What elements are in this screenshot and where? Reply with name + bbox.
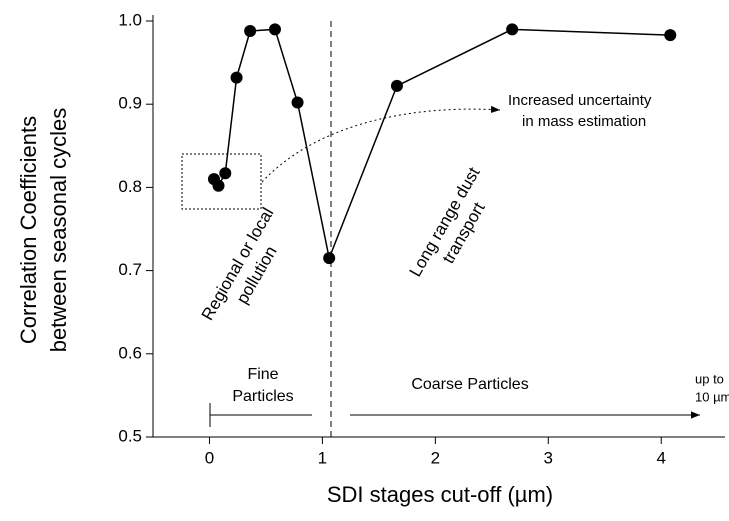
data-point: [219, 167, 232, 180]
y-axis-title-line: Correlation Coefficients: [16, 116, 41, 344]
annotation: up to: [695, 371, 724, 386]
annotation: Fine: [247, 366, 278, 383]
annotation: Long range dust transport: [406, 164, 489, 280]
y-tick-label: 0.5: [118, 426, 142, 445]
x-tick-label: 1: [318, 448, 327, 467]
annotation: Particles: [232, 388, 293, 405]
annotation: Increased uncertainty: [508, 92, 652, 109]
x-axis-title: SDI stages cut-off (µm): [327, 482, 553, 507]
y-axis-title: Correlation Coefficients between seasona…: [16, 108, 71, 353]
data-point: [390, 79, 403, 92]
data-point: [323, 252, 336, 265]
annotation: 10 µm: [695, 389, 729, 404]
x-tick-label: 4: [657, 448, 666, 467]
y-axis-title-line: between seasonal cycles: [46, 108, 71, 353]
x-tick-label: 3: [544, 448, 553, 467]
data-point: [664, 29, 677, 42]
data-point: [230, 71, 243, 84]
annotation: Regional or local pollution: [198, 204, 281, 323]
data-point: [268, 23, 281, 36]
data-point: [506, 23, 519, 36]
y-tick-label: 0.9: [118, 94, 142, 113]
y-tick-label: 0.6: [118, 343, 142, 362]
highlight-box: [181, 153, 262, 210]
y-tick-label: 0.7: [118, 260, 142, 279]
data-point: [212, 179, 225, 192]
x-tick-label: 0: [205, 448, 214, 467]
y-tick-label: 1.0: [118, 10, 142, 29]
data-point: [291, 96, 304, 109]
annotation: in mass estimation: [522, 113, 646, 130]
x-tick-label: 2: [431, 448, 440, 467]
data-point: [244, 24, 257, 37]
y-tick-label: 0.8: [118, 177, 142, 196]
annotation: Coarse Particles: [411, 376, 528, 393]
